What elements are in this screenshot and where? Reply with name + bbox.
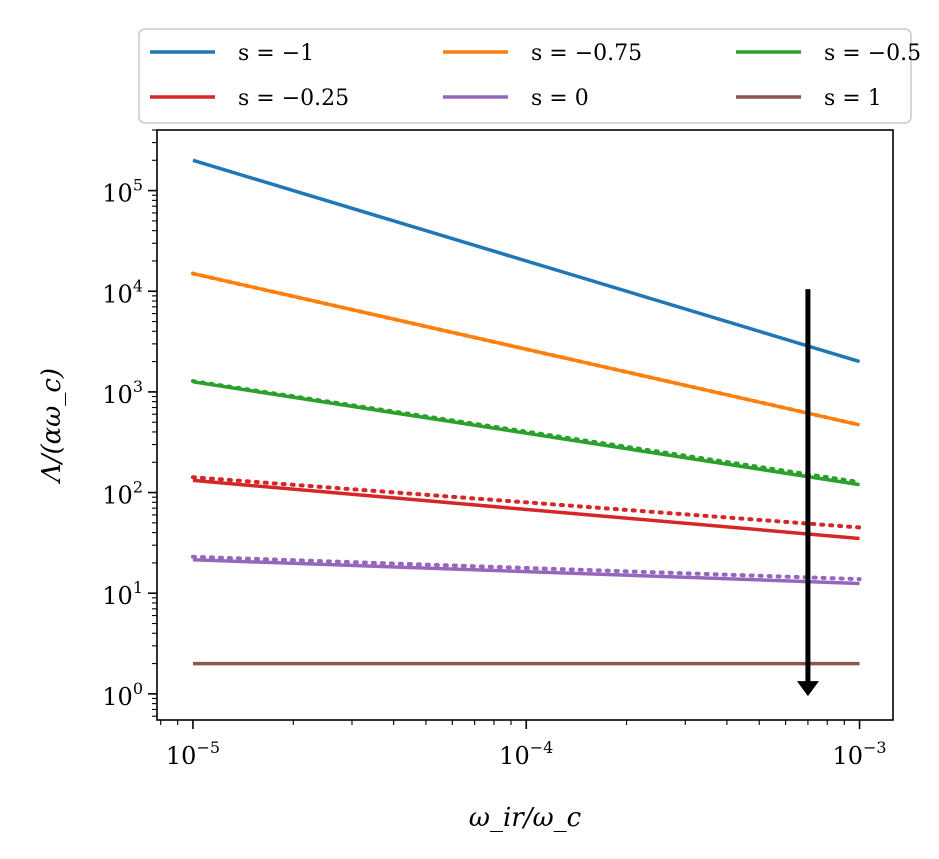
legend-label: s = −1: [238, 41, 314, 66]
x-tick-label: 10−4: [499, 738, 553, 770]
legend-box: [138, 28, 912, 124]
y-tick-label: 100: [102, 679, 143, 711]
series-3-line: [192, 478, 860, 541]
series-4-line: [192, 558, 860, 586]
series-group: [190, 158, 862, 666]
series-2-dotted-line: [190, 379, 862, 485]
y-tick-label: 101: [102, 578, 143, 610]
x-tick-label: 10−3: [832, 738, 886, 770]
plot-area: [190, 158, 862, 697]
x-axis-label: ω_ir/ω_c: [469, 803, 582, 833]
y-tick-label: 104: [102, 276, 143, 308]
y-tick-label: 102: [102, 478, 143, 510]
arrow-head: [796, 681, 819, 697]
x-tick-label: 10−5: [166, 738, 220, 770]
y-axis-label: Λ/(αω_c): [37, 368, 67, 484]
series-3-dotted-line: [190, 475, 862, 530]
legend-label: s = 1: [824, 86, 882, 111]
legend-label: s = −0.5: [824, 41, 921, 66]
legend-label: s = −0.75: [531, 41, 642, 66]
plot-frame: [156, 129, 894, 721]
legend-label: s = 0: [531, 86, 589, 111]
y-tick-label: 105: [102, 176, 143, 208]
axes: 10−5 10−4 10−3 100 101 102 103 104 105 ω_ir/ω_c Λ/…: [37, 129, 894, 833]
y-tick-label: 103: [102, 377, 143, 409]
series-2-line: [192, 380, 860, 487]
series-0-line: [192, 158, 861, 364]
legend: s = −1 s = −0.75 s = −0.5 s = −0.25 s = 0 s =…: [138, 28, 921, 124]
series-1-line: [192, 271, 860, 427]
series-4-dotted-line: [190, 554, 862, 582]
legend-label: s = −0.25: [238, 86, 349, 111]
